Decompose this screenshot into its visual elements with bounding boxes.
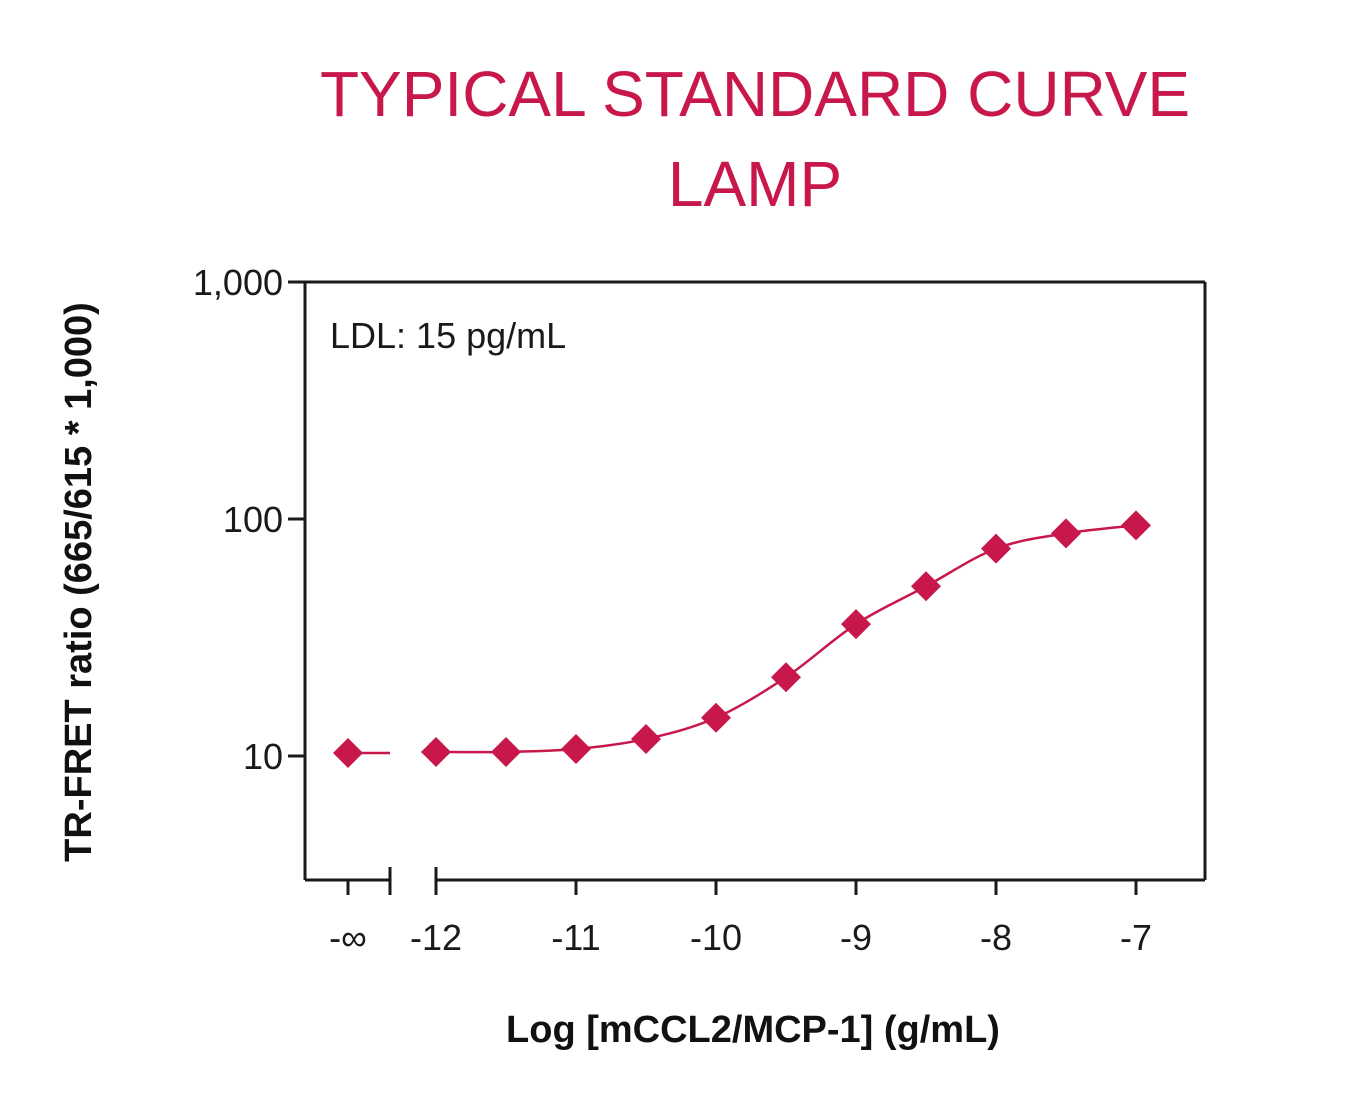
fit-curve [435,524,1137,754]
data-points-layer [333,510,1151,768]
data-point [771,662,801,693]
data-point [841,609,871,640]
data-point [631,723,661,754]
y-axis-title: TR-FRET ratio (665/615 * 1,000) [58,302,100,862]
data-point [701,702,731,733]
data-point-infinity [333,737,363,768]
y-tick-label: 100 [223,499,283,540]
y-tick-label: 10 [243,736,283,777]
data-point [981,533,1011,564]
data-point [421,736,451,767]
x-tick-label: -7 [1120,917,1152,958]
data-point [491,736,521,767]
data-point [911,571,941,602]
y-axis: 10 100 1,000 [193,262,305,777]
data-point [561,734,591,765]
data-point [1121,510,1151,541]
y-tick-label: 1,000 [193,262,283,303]
x-tick-label: -8 [980,917,1012,958]
x-tick-label: -12 [410,917,462,958]
x-axis: -∞ -12 -11 -10 -9 -8 -7 [329,880,1152,958]
x-axis-title: Log [mCCL2/MCP-1] (g/mL) [506,1009,1000,1051]
chart-title-line-1: TYPICAL STANDARD CURVE [320,58,1190,130]
x-tick-label: -11 [551,917,600,958]
chart-title-line-2: LAMP [668,148,842,220]
plot-frame [303,280,1207,895]
x-tick-label: -9 [840,917,872,958]
x-tick-label: -10 [690,917,742,958]
x-tick-label-infinity: -∞ [329,917,367,958]
data-point [1051,518,1081,549]
fit-curve-layer [348,524,1137,755]
ldl-annotation: LDL: 15 pg/mL [330,315,566,356]
